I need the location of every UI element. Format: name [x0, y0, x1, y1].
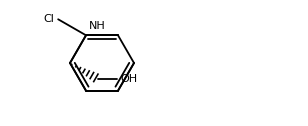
- Text: Cl: Cl: [43, 14, 54, 24]
- Text: NH: NH: [89, 21, 106, 31]
- Text: OH: OH: [120, 74, 137, 84]
